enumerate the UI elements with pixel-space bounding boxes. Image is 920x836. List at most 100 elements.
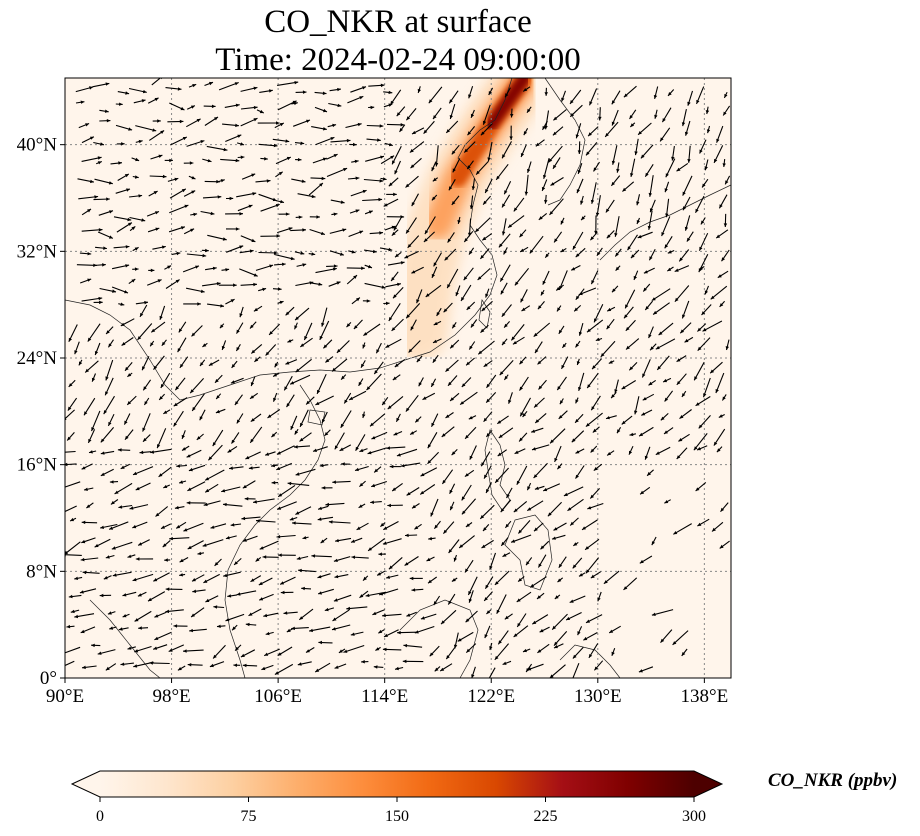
wind-arrow xyxy=(661,107,672,123)
wind-arrow xyxy=(484,576,494,589)
wind-arrow xyxy=(295,468,316,476)
wind-arrow xyxy=(698,232,709,251)
wind-arrow xyxy=(460,284,472,302)
wind-arrow xyxy=(527,161,532,173)
wind-arrow xyxy=(720,502,729,513)
wind-arrow xyxy=(340,374,347,380)
wind-arrow xyxy=(630,158,636,178)
wind-arrow xyxy=(575,123,582,139)
wind-arrow xyxy=(160,523,172,530)
wind-arrow xyxy=(654,109,658,119)
wind-arrow xyxy=(291,521,312,525)
wind-arrow xyxy=(248,466,260,470)
wind-arrow xyxy=(213,605,225,609)
wind-arrow xyxy=(700,217,706,225)
wind-arrow xyxy=(153,644,168,650)
wind-arrow xyxy=(392,374,401,381)
wind-arrow xyxy=(449,339,460,349)
wind-arrow xyxy=(569,517,579,526)
wind-arrow xyxy=(68,594,82,599)
wind-arrow xyxy=(240,235,256,243)
wind-arrow xyxy=(250,413,262,423)
wind-arrow xyxy=(396,106,406,117)
wind-arrow xyxy=(643,267,655,274)
wind-arrow xyxy=(623,306,634,319)
wind-arrow xyxy=(486,609,492,615)
wind-arrow xyxy=(154,611,167,618)
wind-arrow xyxy=(155,506,169,517)
wind-arrow xyxy=(366,138,381,142)
wind-arrow xyxy=(459,391,478,406)
wind-arrow xyxy=(380,177,387,181)
wind-arrow xyxy=(420,467,438,477)
wind-arrow xyxy=(586,319,604,333)
wind-arrow xyxy=(203,104,216,109)
wind-arrow xyxy=(74,341,80,355)
wind-arrow xyxy=(338,648,346,654)
wind-arrow xyxy=(600,340,616,358)
wind-arrow xyxy=(646,469,654,477)
wind-arrow xyxy=(132,521,148,529)
wind-arrow xyxy=(615,265,621,271)
wind-arrow xyxy=(500,537,509,547)
wind-arrow xyxy=(656,355,670,371)
wind-arrow xyxy=(383,301,390,306)
wind-arrow xyxy=(169,102,185,111)
wind-arrow xyxy=(488,667,496,678)
wind-arrow xyxy=(418,377,424,387)
wind-arrow xyxy=(233,663,241,667)
wind-arrow xyxy=(280,590,294,595)
wind-arrow xyxy=(553,109,567,121)
wind-arrow xyxy=(276,462,293,471)
wind-arrow xyxy=(598,107,602,121)
wind-arrow xyxy=(183,522,204,532)
wind-arrow xyxy=(277,646,293,657)
wind-arrow xyxy=(165,587,183,591)
wind-arrow xyxy=(541,179,548,192)
wind-arrow xyxy=(296,555,309,560)
wind-arrow xyxy=(405,175,419,188)
wind-arrow xyxy=(66,624,75,629)
wind-arrow xyxy=(428,536,436,541)
wind-arrow xyxy=(240,282,258,287)
wind-arrow xyxy=(161,339,167,347)
wind-arrow xyxy=(186,118,201,128)
wind-arrow xyxy=(380,155,395,165)
wind-arrow xyxy=(448,539,460,554)
wind-arrow xyxy=(649,343,657,351)
wind-arrow xyxy=(350,537,363,543)
wind-arrow xyxy=(419,484,436,495)
wind-arrow xyxy=(293,445,311,449)
wind-arrow xyxy=(467,576,478,596)
wind-arrow xyxy=(489,552,497,570)
wind-arrow xyxy=(504,87,511,98)
wind-arrow xyxy=(317,516,334,521)
wind-arrow xyxy=(137,323,153,341)
wind-arrow xyxy=(132,246,139,252)
wind-arrow xyxy=(378,552,386,556)
wind-arrow xyxy=(326,264,338,268)
wind-arrow xyxy=(65,462,77,467)
wind-arrow xyxy=(383,198,399,207)
wind-arrow xyxy=(103,575,112,580)
wind-arrow xyxy=(295,506,312,515)
wind-arrow xyxy=(169,536,190,541)
wind-arrow xyxy=(135,557,154,561)
wind-arrow xyxy=(231,432,240,444)
wind-arrow xyxy=(260,234,281,238)
wind-arrow xyxy=(183,228,195,235)
wind-arrow xyxy=(249,426,263,444)
wind-arrow xyxy=(234,394,243,406)
wind-arrow xyxy=(644,164,654,177)
wind-arrow xyxy=(200,210,215,216)
wind-arrow xyxy=(373,665,384,669)
wind-arrow xyxy=(350,189,367,197)
wind-arrow xyxy=(428,86,443,104)
wind-arrow xyxy=(432,177,439,182)
wind-arrow xyxy=(109,626,117,630)
wind-arrow xyxy=(112,571,132,577)
wind-arrow xyxy=(148,190,158,197)
wind-arrow xyxy=(471,666,476,678)
wind-arrow xyxy=(127,372,133,378)
wind-arrow xyxy=(297,661,312,666)
